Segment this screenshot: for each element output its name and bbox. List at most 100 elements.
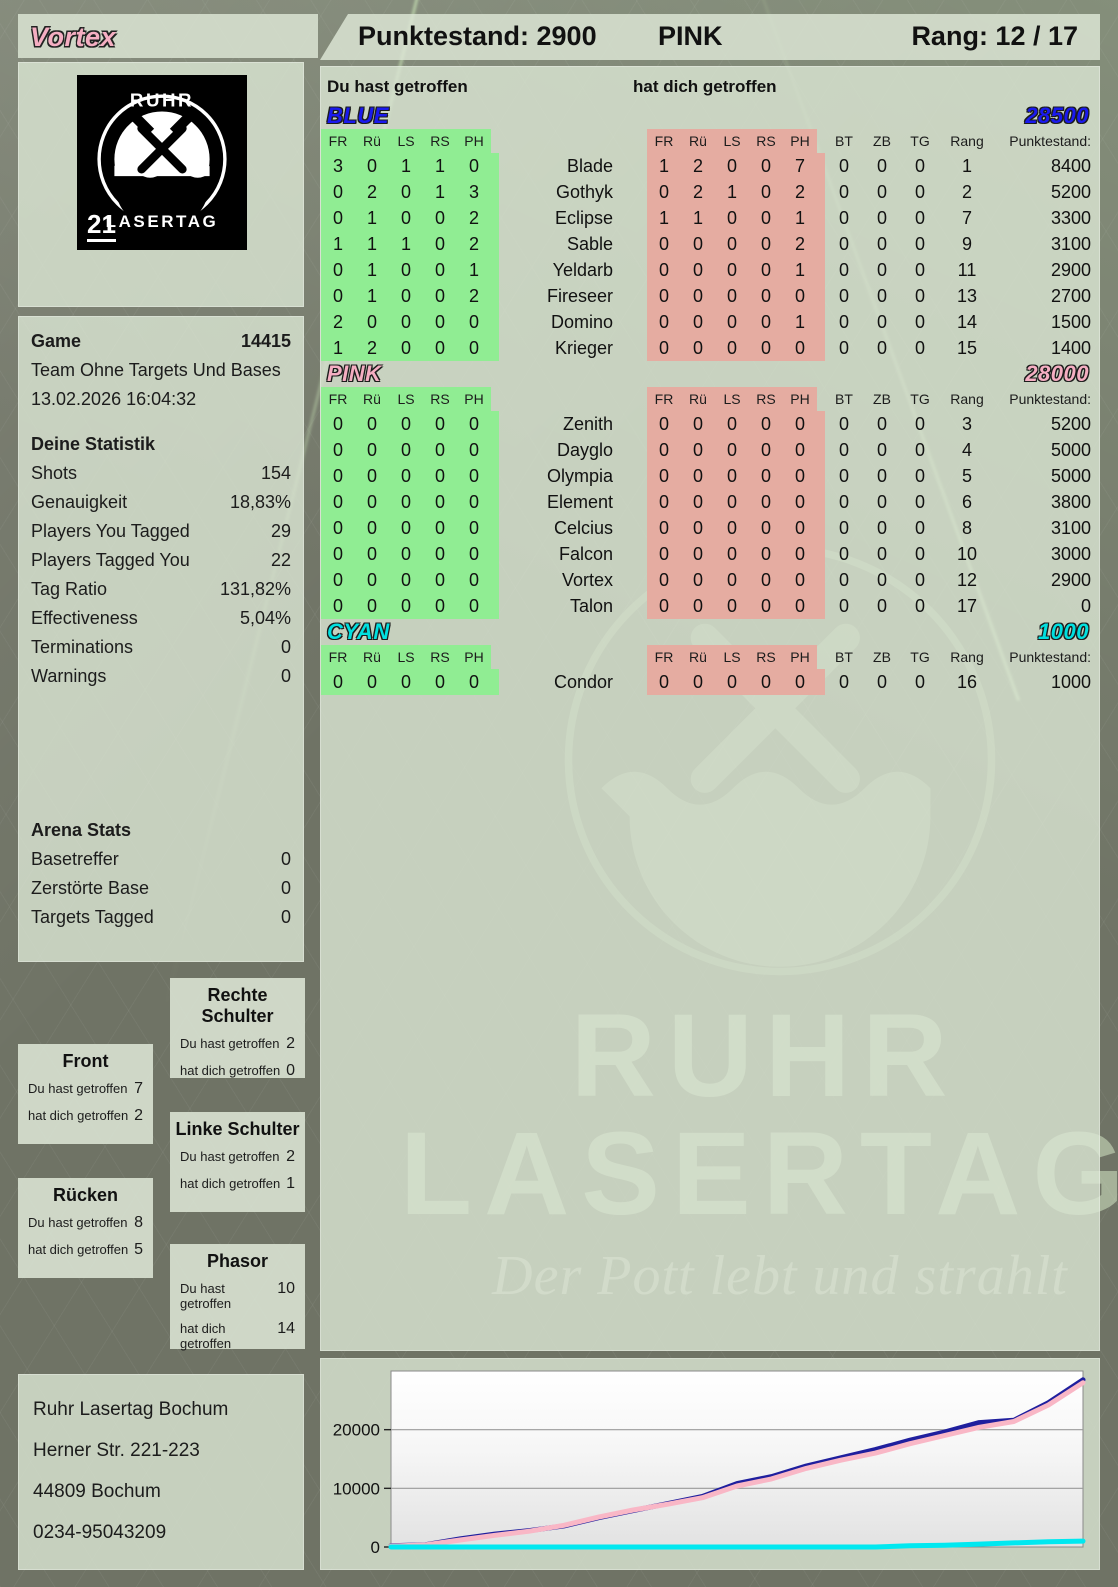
cell-tagged-you: 0 [749,231,783,257]
cell-extra: 9 [961,233,972,254]
cell-tagged-you: 0 [749,205,783,231]
cell-tagged-you: 7 [783,153,817,179]
spacer [817,179,825,205]
cell-you-tagged: 0 [355,153,389,179]
game-label: Game [31,331,82,351]
cell-tagged-you: 1 [783,257,817,283]
col-header-right: FR [647,129,681,153]
spacer [639,231,647,257]
cell-you-tagged: 0 [423,567,457,593]
cell-tagged-you: 0 [749,567,783,593]
cell-player-name: Dayglo [556,439,613,460]
spacer [817,335,825,361]
col-header-extra: TG [910,133,930,149]
cell-tagged-you: 0 [647,669,681,695]
cell-you-tagged: 0 [355,489,389,515]
cell-player-name: Yeldarb [552,259,613,280]
team-header: CYAN 1000 [321,619,1101,645]
cell-tagged-you: 0 [783,283,817,309]
cell-player-name: Celcius [553,517,613,538]
ruhr-lasertag-logo-icon: RUHR LASERTAG [97,89,227,231]
cell-tagged-you: 0 [647,309,681,335]
team-name: CYAN [327,619,390,644]
logo-panel: RUHR LASERTAG 21 [18,62,304,307]
arena-stat-value: 0 [280,907,291,927]
cell-you-tagged: 0 [389,515,423,541]
cell-extra: 0 [876,337,887,358]
svg-text:10000: 10000 [333,1479,380,1498]
col-header-right: FR [647,387,681,411]
spacer [817,541,825,567]
bodypart-taken-label: hat dich getroffen [180,1176,281,1191]
cell-player-name: Talon [569,595,613,616]
cell-you-tagged: 0 [423,669,457,695]
player-rank: Rang: 12 / 17 [911,21,1078,51]
col-header-name [499,387,639,411]
spacer [639,669,647,695]
cell-player-name: Element [546,491,613,512]
bodypart-taken-label: hat dich getroffen [180,1321,232,1351]
cell-extra: 0 [914,207,925,228]
spacer [639,567,647,593]
cell-you-tagged: 0 [389,567,423,593]
cell-you-tagged: 0 [355,669,389,695]
cell-extra: 6 [961,491,972,512]
bodypart-taken-value: 2 [134,1107,143,1124]
bodypart-title: Phasor [206,1251,269,1271]
cell-tagged-you: 0 [749,309,783,335]
col-header-left: PH [457,387,491,411]
cell-tagged-you: 0 [681,257,715,283]
cell-extra: 11 [957,259,977,280]
col-header-extra: BT [835,391,853,407]
team-name: PINK [327,361,382,386]
col-header-extra: ZB [873,649,891,665]
cell-player-name: Falcon [558,543,613,564]
spacer [817,411,825,437]
cell-extra: 5 [961,465,972,486]
cell-tagged-you: 0 [715,411,749,437]
cell-extra: 0 [914,413,925,434]
arena-stat-label: Zerstörte Base [31,878,150,898]
table-header-row: FR Rü LS RS PH FR Rü LS RS PH BT ZB TG Rang Punktestan… [321,387,1105,411]
cell-tagged-you: 0 [783,335,817,361]
table-row: 0 0 0 0 0 Condor 0 0 0 0 0 0 0 0 16 1000 [321,669,1105,695]
spacer [491,515,499,541]
cell-score: 2900 [1050,569,1091,590]
cell-tagged-you: 0 [647,541,681,567]
spacer [639,283,647,309]
col-header-extra: Rang [950,133,984,149]
cell-you-tagged: 0 [389,541,423,567]
arena-stat-row: Zerstörte Base 0 [19,874,303,903]
bodypart-hit-label: Du hast getroffen [180,1149,280,1164]
cell-you-tagged: 0 [321,283,355,309]
cell-player-name: Fireseer [546,285,613,306]
caption-tagged-you: hat dich getroffen [633,77,777,96]
col-header-left: Rü [355,387,389,411]
cell-you-tagged: 0 [457,411,491,437]
cell-extra: 0 [876,285,887,306]
cell-tagged-you: 0 [647,257,681,283]
team-header: PINK 28000 [321,361,1101,387]
cell-tagged-you: 0 [715,515,749,541]
header-right-bar [320,14,1100,60]
cell-tagged-you: 0 [749,463,783,489]
cell-extra: 13 [956,285,978,306]
cell-player-name: Condor [553,671,613,692]
spacer [491,463,499,489]
cell-you-tagged: 1 [321,335,355,361]
cell-extra: 0 [914,233,925,254]
cell-you-tagged: 0 [457,153,491,179]
cell-you-tagged: 2 [355,335,389,361]
bodypart-taken-label: hat dich getroffen [180,1063,281,1078]
cell-extra: 0 [838,337,849,358]
cell-you-tagged: 0 [321,463,355,489]
bodypart-title: Linke Schulter [175,1119,300,1139]
table-row: 0 1 0 0 1 Yeldarb 0 0 0 0 1 0 0 0 11 2900 [321,257,1105,283]
bodypart-hit-value: 10 [277,1280,295,1297]
col-header-left: RS [423,387,457,411]
col-header-left: Rü [355,645,389,669]
cell-tagged-you: 0 [681,411,715,437]
cell-you-tagged: 0 [355,437,389,463]
cell-tagged-you: 0 [749,335,783,361]
spacer [817,129,825,153]
